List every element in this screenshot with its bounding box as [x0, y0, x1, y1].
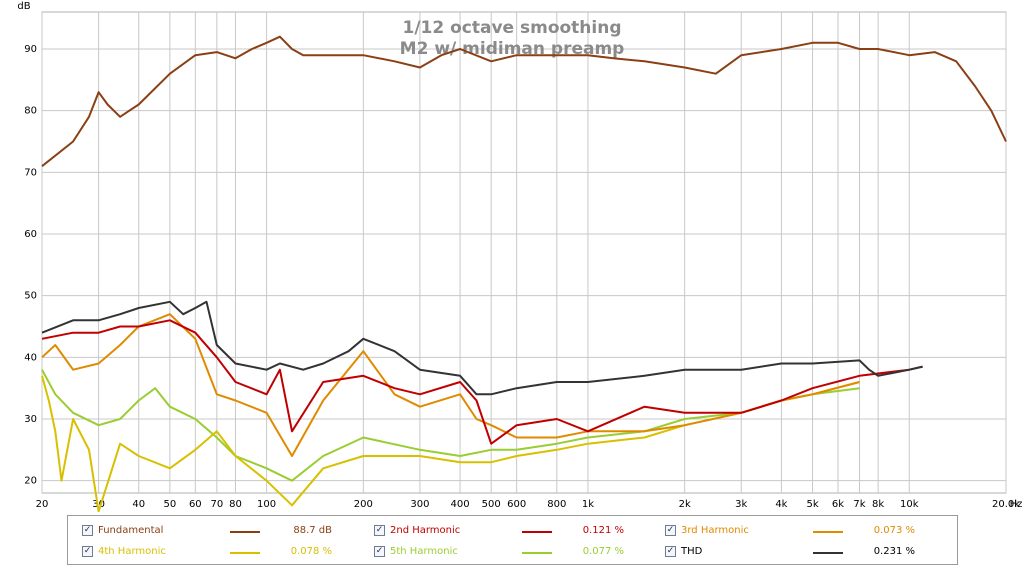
- x-tick-label: 7k: [853, 499, 865, 510]
- x-tick-label: 20: [36, 499, 49, 510]
- chart-subtitle: M2 w/ midiman preamp: [400, 39, 625, 59]
- legend-item-5th-harmonic[interactable]: ✓ 5th Harmonic 0.077 %: [374, 542, 644, 562]
- x-tick-label: 1k: [582, 499, 594, 510]
- x-tick-label: 6k: [832, 499, 844, 510]
- legend-item-thd[interactable]: ✓ THD 0.231 %: [665, 542, 935, 562]
- x-tick-label: 8k: [872, 499, 884, 510]
- legend-checkbox[interactable]: ✓: [82, 546, 93, 557]
- legend-series-name: 3rd Harmonic: [681, 525, 749, 536]
- legend-series-value: 88.7 dB: [293, 525, 332, 536]
- y-tick-label: 30: [24, 414, 37, 425]
- legend-series-name: 5th Harmonic: [390, 546, 458, 557]
- legend-checkbox[interactable]: ✓: [374, 546, 385, 557]
- x-tick-label: 3k: [735, 499, 747, 510]
- x-tick-label: 70: [210, 499, 223, 510]
- series-line-4th-harmonic: [41, 375, 860, 512]
- x-tick-label: 50: [164, 499, 177, 510]
- legend-series-name: THD: [681, 546, 703, 557]
- legend-swatch: [813, 531, 843, 533]
- legend-series-name: 4th Harmonic: [98, 546, 166, 557]
- x-tick-label: 10k: [900, 499, 919, 510]
- x-tick-label: 200: [354, 499, 373, 510]
- y-tick-label: 70: [24, 167, 37, 178]
- series-line-3rd-harmonic: [41, 313, 860, 457]
- series-line-fundamental: [41, 35, 1007, 167]
- legend-series-value: 0.073 %: [873, 525, 915, 536]
- x-tick-label: 20.0k: [992, 499, 1020, 510]
- x-tick-label: 60: [189, 499, 202, 510]
- legend-checkbox[interactable]: ✓: [665, 546, 676, 557]
- legend-series-value: 0.231 %: [873, 546, 915, 557]
- x-tick-label: 30: [92, 499, 105, 510]
- legend-series-name: Fundamental: [98, 525, 164, 536]
- legend-swatch: [230, 552, 260, 554]
- y-axis-label: dB: [17, 1, 30, 12]
- legend-series-value: 0.121 %: [582, 525, 624, 536]
- x-tick-label: 2k: [679, 499, 691, 510]
- legend-item-2nd-harmonic[interactable]: ✓ 2nd Harmonic 0.121 %: [374, 521, 644, 541]
- x-tick-label: 40: [132, 499, 145, 510]
- plot-area: [41, 11, 1007, 494]
- x-tick-label: 80: [229, 499, 242, 510]
- series-line-5th-harmonic: [41, 369, 860, 482]
- y-tick-label: 80: [24, 106, 37, 117]
- y-tick-label: 20: [24, 476, 37, 487]
- x-tick-label: 800: [547, 499, 566, 510]
- legend-swatch: [522, 531, 552, 533]
- legend-checkbox[interactable]: ✓: [82, 525, 93, 536]
- x-tick-label: 600: [507, 499, 526, 510]
- y-tick-label: 60: [24, 229, 37, 240]
- series-line-thd: [41, 300, 923, 396]
- x-tick-label: 300: [410, 499, 429, 510]
- frequency-response-chart: 20 30 40 50 60 70 80 100 200 300 400 500 600 800 1k 2k 3…: [17, 1, 1023, 512]
- legend-swatch: [230, 531, 260, 533]
- x-tick-label: 5k: [806, 499, 818, 510]
- x-tick-label: 400: [451, 499, 470, 510]
- legend-series-name: 2nd Harmonic: [390, 525, 461, 536]
- x-tick-label: 100: [257, 499, 276, 510]
- y-tick-label: 40: [24, 352, 37, 363]
- legend-series-value: 0.078 %: [290, 546, 332, 557]
- legend-checkbox[interactable]: ✓: [665, 525, 676, 536]
- y-tick-label: 90: [24, 44, 37, 55]
- series-line-2nd-harmonic: [41, 319, 923, 445]
- legend-item-fundamental[interactable]: ✓ Fundamental 88.7 dB: [82, 521, 352, 541]
- x-axis-unit: Hz: [1010, 499, 1023, 510]
- legend-swatch: [813, 552, 843, 554]
- legend-checkbox[interactable]: ✓: [374, 525, 385, 536]
- legend-series-value: 0.077 %: [582, 546, 624, 557]
- y-tick-label: 50: [24, 291, 37, 302]
- chart-title: 1/12 octave smoothing: [402, 18, 621, 38]
- legend-swatch: [522, 552, 552, 554]
- legend: ✓ Fundamental 88.7 dB ✓ 2nd Harmonic 0.121 % ✓…: [67, 515, 958, 565]
- x-tick-label: 4k: [775, 499, 787, 510]
- legend-item-4th-harmonic[interactable]: ✓ 4th Harmonic 0.078 %: [82, 542, 352, 562]
- legend-item-3rd-harmonic[interactable]: ✓ 3rd Harmonic 0.073 %: [665, 521, 935, 541]
- x-tick-label: 500: [482, 499, 501, 510]
